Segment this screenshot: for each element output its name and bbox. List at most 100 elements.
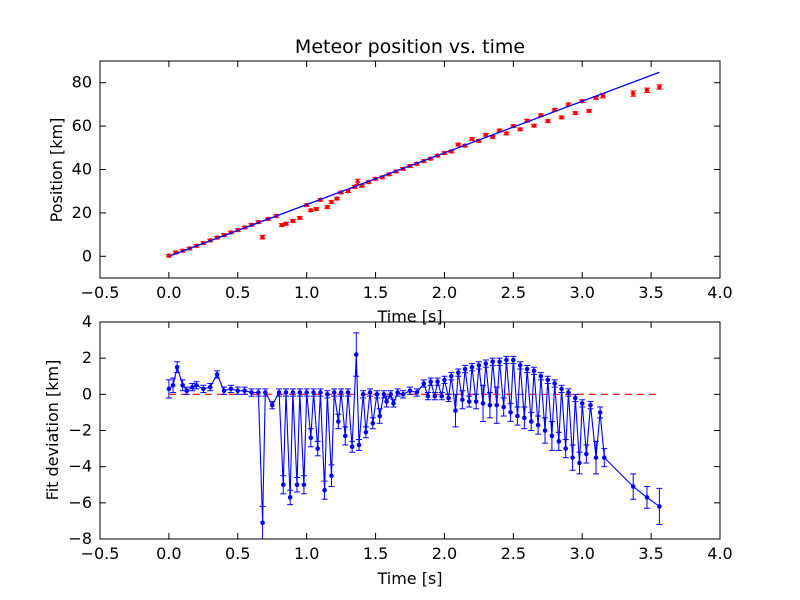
deviation-point	[263, 390, 268, 395]
x-tick-label: 3.0	[569, 544, 594, 563]
x-tick-label: 1.5	[363, 283, 388, 302]
x-tick-label: −0.5	[81, 544, 120, 563]
deviation-chart-marks	[165, 332, 663, 539]
x-tick-label: 0.0	[156, 544, 181, 563]
position-point	[456, 142, 461, 147]
position-point	[283, 221, 289, 226]
deviation-point	[221, 388, 227, 394]
deviation-point	[297, 390, 303, 395]
deviation-point	[391, 401, 396, 406]
deviation-point	[308, 435, 314, 441]
position-point	[355, 179, 360, 185]
y-tick-label: −4	[68, 457, 92, 476]
deviation-point	[377, 413, 382, 419]
deviation-point	[349, 444, 355, 450]
deviation-point	[283, 390, 289, 395]
deviation-point	[593, 455, 599, 460]
deviation-point	[545, 377, 551, 383]
deviation-point	[388, 392, 394, 397]
deviation-point	[290, 390, 296, 395]
deviation-point	[336, 419, 341, 424]
deviation-point	[630, 484, 636, 489]
deviation-point	[425, 393, 431, 399]
x-tick-label: 3.5	[638, 544, 663, 563]
deviation-point	[531, 368, 537, 374]
deviation-point	[480, 401, 486, 406]
deviation-point	[318, 390, 323, 395]
fit-line	[168, 71, 660, 257]
deviation-point	[494, 402, 500, 408]
position-point	[325, 204, 330, 210]
deviation-point	[384, 399, 389, 404]
deviation-point	[374, 392, 380, 397]
position-point	[314, 206, 319, 212]
deviation-point	[395, 390, 400, 395]
deviation-point	[260, 520, 265, 526]
deviation-point	[367, 390, 373, 395]
position-point	[545, 118, 550, 124]
deviation-point	[579, 401, 585, 406]
deviation-point	[442, 377, 447, 383]
x-tick-label: 0.5	[225, 283, 250, 302]
deviation-point	[242, 388, 247, 394]
position-point	[531, 123, 537, 128]
position-point	[483, 132, 488, 137]
deviation-point	[432, 393, 438, 399]
deviation-point	[577, 460, 582, 466]
deviation-point	[466, 399, 472, 404]
deviation-point	[522, 415, 527, 421]
deviation-point	[462, 366, 468, 372]
x-tick-label: 3.0	[569, 283, 594, 302]
x-tick-label: 1.5	[363, 544, 388, 563]
y-tick-label: 80	[72, 73, 92, 92]
y-tick-label: 2	[82, 348, 92, 367]
position-point	[657, 84, 662, 90]
position-point	[586, 108, 592, 114]
deviation-point	[190, 384, 195, 390]
deviation-point	[207, 384, 213, 390]
deviation-point	[570, 455, 575, 460]
deviation-point	[174, 364, 180, 370]
deviation-point	[449, 373, 454, 379]
deviation-chart-ylabel: Fit deviation [km]	[43, 360, 62, 501]
x-tick-label: 2.0	[432, 544, 457, 563]
deviation-point	[469, 364, 475, 370]
deviation-point	[194, 382, 199, 388]
deviation-point	[552, 381, 557, 386]
deviation-point	[325, 392, 330, 397]
deviation-point	[170, 382, 176, 388]
y-tick-label: −2	[68, 421, 92, 440]
position-point	[279, 222, 285, 228]
position-point	[504, 131, 509, 136]
x-tick-label: 4.0	[707, 283, 732, 302]
x-tick-label: 4.0	[707, 544, 732, 563]
position-point	[290, 218, 296, 224]
deviation-point	[301, 482, 307, 488]
deviation-point	[201, 386, 206, 392]
x-tick-label: 2.5	[501, 544, 526, 563]
x-tick-label: 1.0	[294, 544, 319, 563]
deviation-point	[515, 413, 520, 419]
deviation-point	[249, 390, 254, 395]
deviation-point	[473, 399, 479, 404]
deviation-point	[511, 357, 516, 363]
position-chart-marks	[165, 71, 663, 258]
position-point	[644, 88, 650, 93]
deviation-point	[338, 390, 344, 395]
deviation-point	[542, 428, 548, 433]
deviation-point	[256, 390, 261, 395]
y-tick-label: −6	[68, 493, 92, 512]
position-chart: Meteor position vs. time −0.5 0.0 0.5 1.0 1.…	[47, 36, 733, 326]
deviation-point	[287, 495, 293, 500]
deviation-point	[345, 390, 351, 395]
deviation-chart-axes: −0.5 0.0 0.5 1.0 1.5 2.0 2.5 3.0 3.5 4.0 −8 −6 −4 −2 0…	[68, 312, 732, 563]
deviation-point	[644, 495, 650, 500]
position-point	[308, 208, 313, 213]
x-tick-label: 2.5	[501, 283, 526, 302]
deviation-point	[597, 410, 603, 415]
deviation-point	[421, 381, 427, 386]
deviation-point	[435, 379, 440, 384]
deviation-point	[556, 439, 562, 444]
deviation-point	[439, 393, 444, 399]
